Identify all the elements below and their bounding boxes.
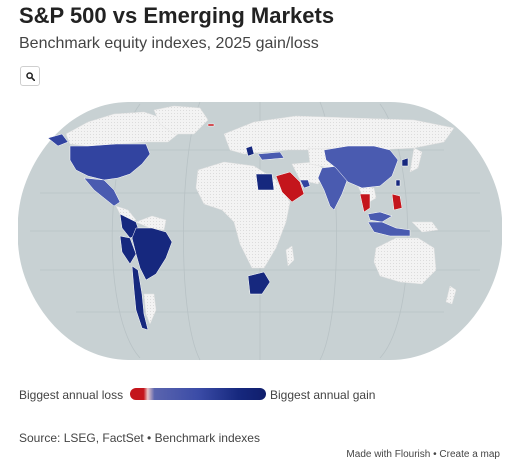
country-saudi-arabia[interactable] (275, 171, 305, 203)
flourish-credit: Made with Flourish • Create a map (346, 449, 500, 460)
legend-high-label: Biggest annual gain (270, 388, 376, 402)
country-south-korea[interactable] (401, 157, 409, 167)
country-mexico[interactable] (83, 177, 121, 207)
made-with-flourish-link[interactable]: Made with Flourish (346, 449, 431, 460)
country-taiwan[interactable] (395, 179, 401, 187)
country-thailand[interactable] (359, 193, 371, 213)
country-peru[interactable] (119, 235, 137, 265)
search-button[interactable] (20, 66, 40, 86)
country-turkey[interactable] (257, 151, 285, 161)
world-map-svg[interactable] (17, 98, 503, 364)
chart-title: S&P 500 vs Emerging Markets (19, 3, 335, 28)
country-greece[interactable] (245, 145, 255, 157)
source-note: Source: LSEG, FactSet • Benchmark indexe… (19, 431, 260, 445)
legend: Biggest annual loss Biggest annual gain (19, 386, 499, 404)
legend-low-label: Biggest annual loss (19, 388, 124, 402)
world-map[interactable] (17, 98, 503, 364)
chart-subtitle: Benchmark equity indexes, 2025 gain/loss (19, 35, 319, 52)
country-egypt[interactable] (255, 173, 275, 191)
country-malaysia[interactable] (367, 211, 393, 223)
country-arctic-marker[interactable] (207, 123, 215, 127)
search-icon (26, 72, 35, 81)
credit-separator: • (430, 449, 440, 460)
legend-color-scale (130, 388, 266, 400)
country-indonesia[interactable] (367, 221, 411, 237)
create-map-link[interactable]: Create a map (439, 449, 500, 460)
country-chile[interactable] (131, 265, 149, 331)
countries-layer[interactable] (47, 123, 411, 331)
country-philippines[interactable] (391, 193, 403, 211)
country-united-states[interactable] (69, 143, 151, 181)
country-alaska[interactable] (47, 133, 69, 147)
country-south-africa[interactable] (247, 271, 271, 295)
country-brazil[interactable] (131, 227, 173, 281)
country-china[interactable] (323, 145, 399, 189)
country-gulf-states[interactable] (299, 179, 311, 189)
